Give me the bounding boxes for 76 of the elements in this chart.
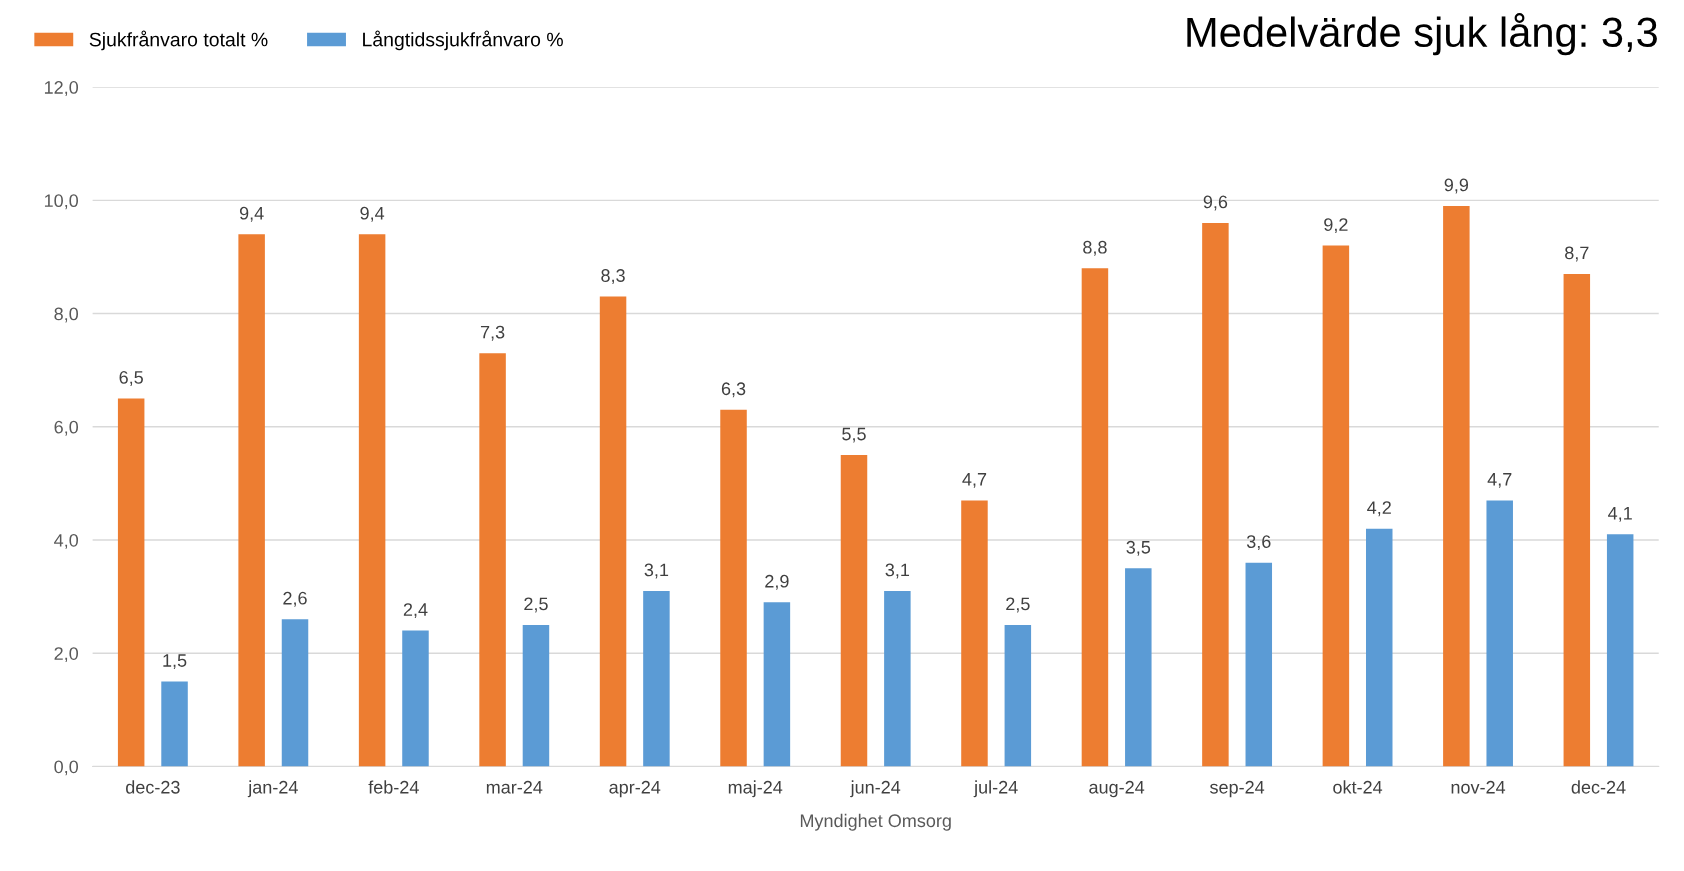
x-tick-label: aug-24 bbox=[1089, 780, 1145, 798]
x-tick-label: jun-24 bbox=[850, 780, 901, 798]
x-tick-label: apr-24 bbox=[609, 780, 661, 798]
bar bbox=[1125, 568, 1152, 767]
x-tick-label: dec-24 bbox=[1571, 780, 1626, 794]
data-label: 3,1 bbox=[885, 563, 910, 579]
data-label: 6,3 bbox=[721, 382, 746, 398]
x-tick-label: jul-24 bbox=[973, 780, 1018, 798]
data-label: 9,4 bbox=[360, 206, 385, 222]
x-tick-label: mar-24 bbox=[486, 780, 543, 794]
legend-label: Långtidssjukfrånvaro % bbox=[363, 30, 563, 51]
data-label: 3,1 bbox=[644, 563, 669, 579]
data-label: 2,6 bbox=[283, 591, 307, 607]
data-label: 2,5 bbox=[1006, 597, 1030, 613]
data-label: 8,7 bbox=[1565, 246, 1589, 262]
bar bbox=[479, 353, 506, 767]
bar bbox=[238, 234, 265, 767]
data-label: 7,3 bbox=[480, 325, 505, 341]
bar bbox=[643, 590, 670, 767]
x-tick-label: dec-23 bbox=[126, 780, 180, 794]
bar bbox=[763, 602, 791, 767]
data-label: 4,7 bbox=[962, 473, 987, 488]
data-label: 2,4 bbox=[403, 603, 428, 619]
bar bbox=[599, 296, 627, 767]
bar bbox=[1322, 245, 1350, 767]
bar bbox=[840, 455, 868, 767]
bar bbox=[117, 398, 145, 767]
x-tick-label: okt-24 bbox=[1333, 780, 1383, 794]
bar bbox=[402, 630, 429, 767]
data-label: 9,2 bbox=[1324, 218, 1348, 234]
bar bbox=[1486, 500, 1513, 767]
data-label: 9,9 bbox=[1444, 178, 1469, 194]
data-label: 6,5 bbox=[119, 371, 143, 386]
data-label: 2,5 bbox=[524, 597, 548, 613]
bar bbox=[1081, 268, 1109, 767]
data-label: 8,8 bbox=[1083, 240, 1107, 256]
bar bbox=[161, 681, 188, 767]
y-tick-label: 12,0 bbox=[44, 81, 79, 96]
data-label: 4,1 bbox=[1608, 507, 1632, 522]
bar bbox=[961, 500, 988, 767]
bar bbox=[522, 624, 550, 767]
y-tick-label: 6,0 bbox=[54, 420, 79, 436]
bar bbox=[281, 619, 309, 767]
bar bbox=[720, 409, 747, 767]
y-tick-label: 10,0 bbox=[44, 194, 79, 210]
data-label: 9,6 bbox=[1203, 195, 1228, 211]
bar bbox=[1606, 534, 1634, 767]
legend-label: Sjukfrånvaro totalt % bbox=[89, 30, 268, 51]
data-label: 8,3 bbox=[601, 269, 625, 285]
x-axis-title: Myndighet Omsorg bbox=[800, 813, 951, 831]
bar bbox=[1202, 222, 1229, 767]
bar bbox=[884, 590, 911, 767]
x-tick-label: feb-24 bbox=[368, 780, 419, 794]
bar bbox=[358, 234, 386, 767]
bar bbox=[1245, 562, 1273, 767]
data-label: 4,7 bbox=[1487, 473, 1512, 488]
y-tick-label: 4,0 bbox=[54, 533, 79, 549]
data-label: 1,5 bbox=[163, 654, 187, 670]
chart-title: Medelvärde sjuk lång: 3,3 bbox=[1187, 13, 1657, 56]
data-label: 2,9 bbox=[765, 574, 789, 590]
data-label: 9,4 bbox=[239, 206, 264, 222]
x-tick-label: nov-24 bbox=[1451, 780, 1506, 794]
bar bbox=[1443, 205, 1470, 767]
bar bbox=[1004, 624, 1032, 767]
data-label: 4,2 bbox=[1367, 501, 1391, 517]
y-tick-label: 0,0 bbox=[54, 760, 79, 776]
bar bbox=[1563, 273, 1591, 767]
x-tick-label: sep-24 bbox=[1209, 780, 1265, 798]
y-tick-label: 8,0 bbox=[54, 307, 79, 323]
bar bbox=[1366, 528, 1393, 767]
x-tick-label: jan-24 bbox=[247, 780, 298, 798]
data-label: 3,5 bbox=[1126, 540, 1151, 556]
x-tick-label: maj-24 bbox=[728, 780, 783, 798]
y-tick-label: 2,0 bbox=[54, 647, 79, 663]
data-label: 5,5 bbox=[842, 427, 866, 443]
data-label: 3,6 bbox=[1246, 535, 1271, 551]
